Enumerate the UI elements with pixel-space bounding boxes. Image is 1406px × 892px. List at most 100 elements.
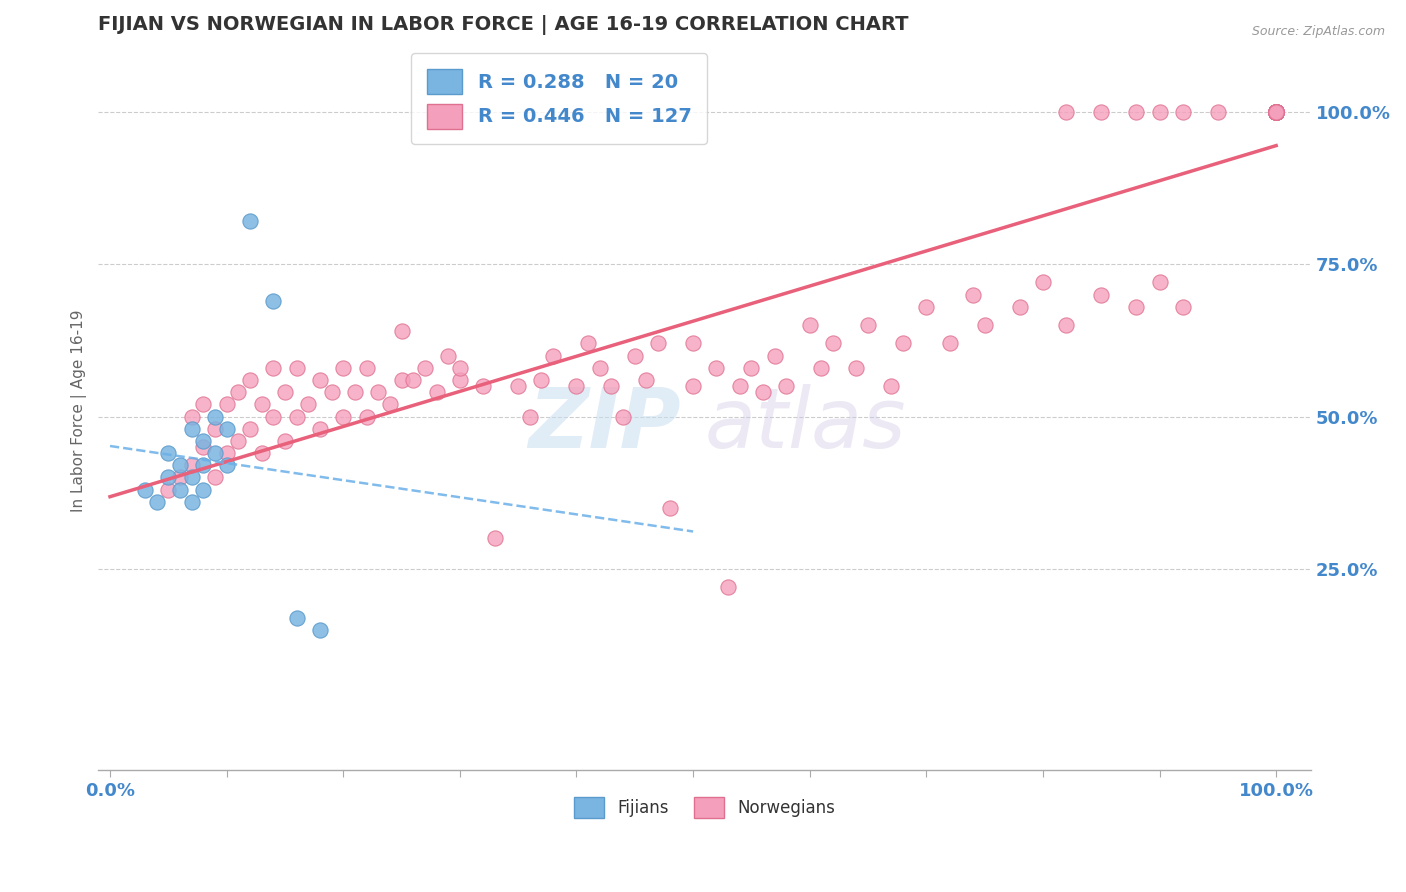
Point <box>1265 104 1288 119</box>
Point <box>250 446 273 460</box>
Point <box>658 500 681 515</box>
Point <box>274 385 297 400</box>
Point <box>1265 104 1288 119</box>
Point <box>1265 104 1288 119</box>
Point <box>1265 104 1288 119</box>
Point <box>508 379 530 393</box>
Point <box>356 409 378 424</box>
Point <box>973 318 995 332</box>
Legend: Fijians, Norwegians: Fijians, Norwegians <box>565 789 844 826</box>
Point <box>1265 104 1288 119</box>
Point <box>589 360 612 375</box>
Point <box>821 336 844 351</box>
Point <box>343 385 366 400</box>
Point <box>193 483 215 497</box>
Point <box>519 409 541 424</box>
Point <box>169 470 191 484</box>
Point <box>1265 104 1288 119</box>
Point <box>1265 104 1288 119</box>
Point <box>204 470 226 484</box>
Point <box>180 409 202 424</box>
Point <box>309 623 332 637</box>
Point <box>1265 104 1288 119</box>
Point <box>449 373 471 387</box>
Point <box>1265 104 1288 119</box>
Point <box>845 360 868 375</box>
Point <box>332 409 354 424</box>
Point <box>1054 104 1077 119</box>
Point <box>938 336 960 351</box>
Point <box>1171 300 1194 314</box>
Point <box>285 409 308 424</box>
Point <box>204 422 226 436</box>
Point <box>262 360 284 375</box>
Point <box>728 379 751 393</box>
Point <box>682 379 704 393</box>
Point <box>215 446 238 460</box>
Point <box>297 397 319 411</box>
Point <box>1265 104 1288 119</box>
Point <box>226 385 249 400</box>
Point <box>623 349 645 363</box>
Point <box>1265 104 1288 119</box>
Point <box>1265 104 1288 119</box>
Point <box>1265 104 1288 119</box>
Point <box>239 422 262 436</box>
Point <box>413 360 436 375</box>
Point <box>775 379 797 393</box>
Point <box>1265 104 1288 119</box>
Point <box>391 373 413 387</box>
Point <box>1090 287 1112 301</box>
Point <box>1265 104 1288 119</box>
Point <box>215 397 238 411</box>
Point <box>1265 104 1288 119</box>
Point <box>204 446 226 460</box>
Point <box>530 373 553 387</box>
Point <box>763 349 786 363</box>
Point <box>1171 104 1194 119</box>
Point <box>145 495 167 509</box>
Point <box>1149 104 1171 119</box>
Point <box>1265 104 1288 119</box>
Point <box>180 495 202 509</box>
Point <box>262 293 284 308</box>
Point <box>1265 104 1288 119</box>
Point <box>367 385 389 400</box>
Point <box>600 379 623 393</box>
Point <box>612 409 634 424</box>
Point <box>134 483 156 497</box>
Point <box>239 214 262 228</box>
Point <box>402 373 425 387</box>
Point <box>157 483 180 497</box>
Point <box>1265 104 1288 119</box>
Point <box>1265 104 1288 119</box>
Point <box>1265 104 1288 119</box>
Point <box>1054 318 1077 332</box>
Point <box>880 379 903 393</box>
Point <box>1265 104 1288 119</box>
Point <box>332 360 354 375</box>
Point <box>636 373 658 387</box>
Point <box>309 373 332 387</box>
Point <box>180 422 202 436</box>
Point <box>565 379 588 393</box>
Y-axis label: In Labor Force | Age 16-19: In Labor Force | Age 16-19 <box>72 310 87 512</box>
Point <box>193 458 215 473</box>
Point <box>1265 104 1288 119</box>
Point <box>1090 104 1112 119</box>
Point <box>647 336 669 351</box>
Point <box>180 458 202 473</box>
Point <box>250 397 273 411</box>
Text: FIJIAN VS NORWEGIAN IN LABOR FORCE | AGE 16-19 CORRELATION CHART: FIJIAN VS NORWEGIAN IN LABOR FORCE | AGE… <box>98 15 908 35</box>
Point <box>204 409 226 424</box>
Point <box>484 532 506 546</box>
Point <box>1125 300 1147 314</box>
Text: atlas: atlas <box>704 384 907 466</box>
Point <box>169 483 191 497</box>
Point <box>1265 104 1288 119</box>
Point <box>1265 104 1288 119</box>
Point <box>215 458 238 473</box>
Point <box>706 360 728 375</box>
Point <box>1265 104 1288 119</box>
Point <box>1008 300 1031 314</box>
